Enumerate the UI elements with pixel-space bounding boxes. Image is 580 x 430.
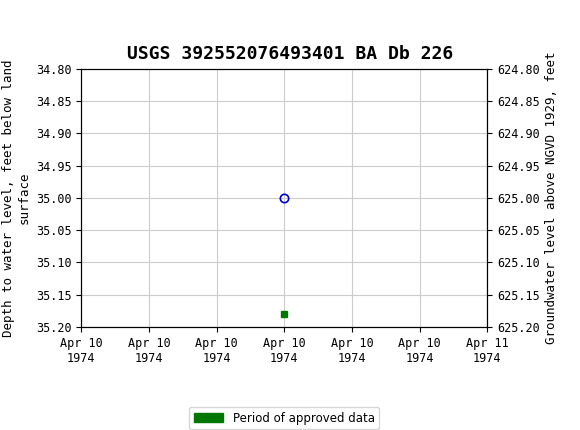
Y-axis label: Groundwater level above NGVD 1929, feet: Groundwater level above NGVD 1929, feet	[545, 52, 558, 344]
Legend: Period of approved data: Period of approved data	[189, 407, 379, 429]
Text: USGS 392552076493401 BA Db 226: USGS 392552076493401 BA Db 226	[127, 45, 453, 63]
Text: ≡USGS: ≡USGS	[12, 8, 82, 26]
Y-axis label: Depth to water level, feet below land
surface: Depth to water level, feet below land su…	[2, 59, 30, 337]
